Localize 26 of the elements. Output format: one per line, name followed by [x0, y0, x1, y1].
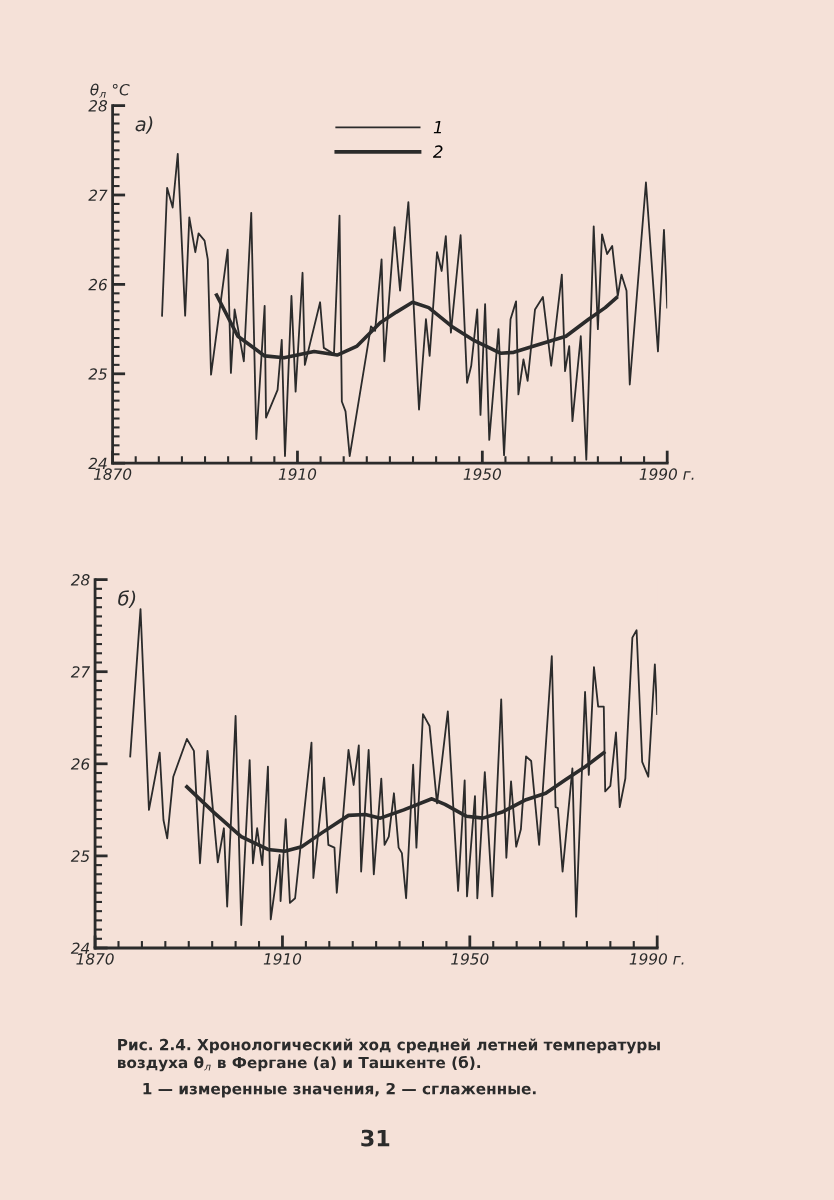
y-tick-label: 28: [70, 574, 90, 586]
x-tick-label: 1950: [451, 953, 489, 965]
x-tick-label: 1990 г.: [639, 468, 694, 480]
text: б): [118, 590, 136, 608]
text: 31: [361, 1129, 390, 1147]
y-tick-label: 24: [70, 942, 90, 954]
text: Рис. 2.4. Хронологический ход средней летней температуры воздуха θ$_{л}$ в Фергане (а) и Ташкенте (б).: [118, 1038, 660, 1072]
y-tick-label: 26: [70, 758, 90, 770]
legend-label: 1: [433, 121, 442, 134]
y-tick-label: 25: [70, 850, 90, 862]
y-tick-label: 27: [70, 666, 91, 678]
y-tick-label: 27: [88, 189, 108, 201]
y-tick-label: 25: [88, 368, 107, 380]
chart-title: а): [135, 116, 153, 134]
text: 1 — измеренные значения, 2 — сглаженные.: [143, 1082, 536, 1098]
x-tick-label: 1990 г.: [629, 953, 684, 965]
x-tick-label: 1870: [93, 468, 132, 480]
y-tick-label: 24: [88, 457, 107, 469]
x-tick-label: 1910: [278, 468, 317, 480]
y-tick-label: 28: [88, 100, 108, 112]
y-axis-title: θ$_{л}$ °C: [90, 83, 130, 98]
y-tick-label: 26: [88, 278, 108, 291]
x-tick-label: 1870: [76, 953, 114, 965]
x-tick-label: 1910: [263, 953, 302, 965]
legend-label: 2: [432, 145, 443, 158]
x-tick-label: 1950: [463, 468, 501, 480]
